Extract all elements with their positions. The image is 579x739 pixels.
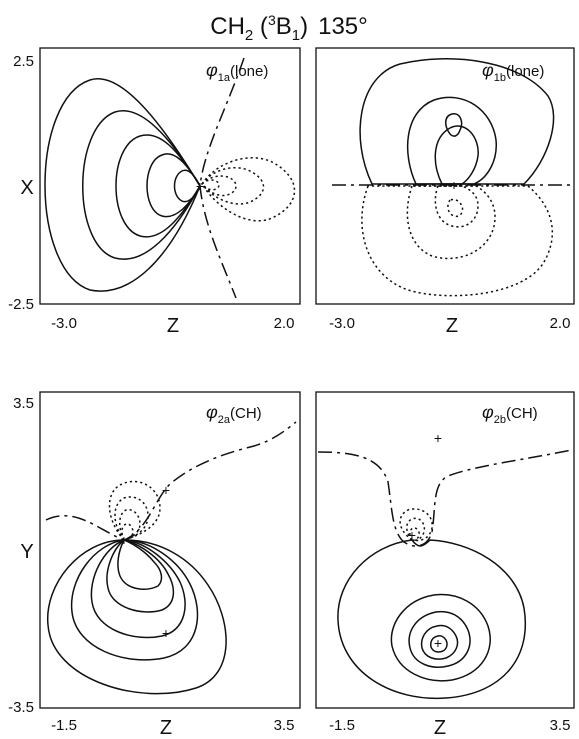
atom-marker: + [120,532,128,548]
negative-contours [399,508,433,542]
panel-phi-2b: + + + φ2b(CH) -1.5 3.5 Z [315,391,575,739]
figure-title: CH2 (3B1) 135° [210,12,367,44]
orbital-label: φ1b(lone) [482,60,544,84]
nodal-line [317,449,573,547]
panel-frame [315,47,575,305]
orbital-label: φ2a(CH) [206,402,262,426]
x-axis-label: Z [446,315,458,337]
atom-marker: + [434,430,442,446]
negative-contours [200,157,296,222]
atom-marker: + [434,635,442,651]
nucleus-marker: + [196,178,204,194]
x-tick-left: -3.0 [329,315,355,332]
panel-frame [39,391,301,709]
panel-phi-1a: + φ1a(lone) X 2.5 -2.5 -3.0 2.0 Z [8,47,301,337]
positive-contours [359,58,555,185]
positive-contours [47,539,227,695]
orbital-label: φ1a(lone) [206,60,268,84]
y-tick-bottom: -2.5 [8,296,34,313]
nodal-line [45,421,297,541]
negative-contours [361,185,553,297]
x-tick-right: 3.5 [550,717,571,734]
panel-phi-1b: + φ1b(lone) -3.0 2.0 Z [315,47,575,337]
y-axis-label: X [20,177,33,199]
x-axis-label: Z [160,717,172,739]
atom-marker: + [162,482,170,498]
y-tick-top: 2.5 [13,53,34,70]
x-tick-left: -1.5 [329,717,355,734]
x-tick-left: -1.5 [51,717,77,734]
x-tick-right: 2.0 [274,315,295,332]
panel-frame [315,391,575,709]
y-tick-top: 3.5 [13,395,34,412]
x-tick-right: 3.5 [274,717,295,734]
nucleus-marker: + [450,177,458,193]
positive-contours [337,539,526,700]
orbital-label: φ2b(CH) [482,402,538,426]
y-axis-label: Y [20,541,33,563]
y-tick-bottom: -3.5 [8,699,34,716]
positive-contours [44,78,201,292]
atom-marker: + [162,625,170,641]
x-tick-left: -3.0 [51,315,77,332]
negative-contours [108,480,161,541]
panel-phi-2a: + + + φ2a(CH) Y 3.5 -3.5 -1.5 3.5 Z [8,391,301,739]
atom-marker: + [408,527,416,543]
x-tick-right: 2.0 [550,315,571,332]
panel-frame [39,47,301,305]
x-axis-label: Z [167,315,179,337]
nodal-line [199,57,245,299]
x-axis-label: Z [434,717,446,739]
